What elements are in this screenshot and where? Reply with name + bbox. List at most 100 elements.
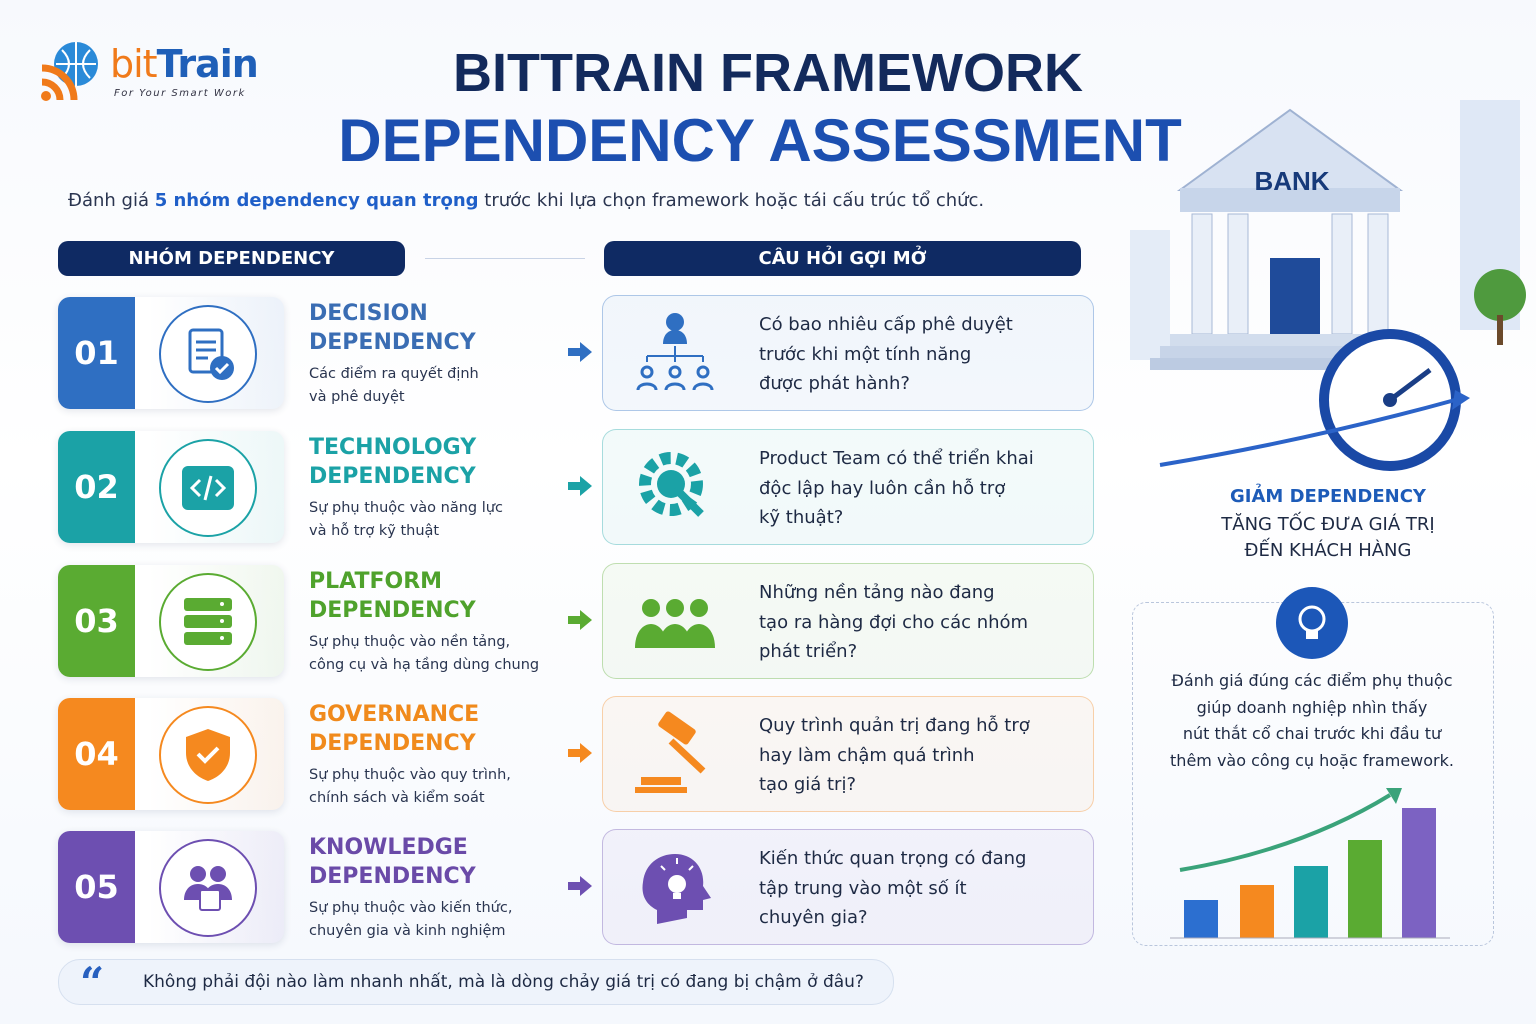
group-title-line: KNOWLEDGE bbox=[309, 835, 468, 860]
group-title-line: DEPENDENCY bbox=[309, 731, 476, 756]
tagline: For Your Smart Work bbox=[114, 88, 246, 99]
group-title: GOVERNANCE DEPENDENCY bbox=[309, 700, 479, 758]
arrow-icon bbox=[568, 876, 592, 896]
group-number: 02 bbox=[58, 431, 135, 543]
description-line: Sự phụ thuộc vào kiến thức, bbox=[309, 900, 513, 916]
intro-text: Đánh giá bbox=[68, 190, 155, 211]
description-line: và hỗ trợ kỹ thuật bbox=[309, 523, 440, 539]
question-text: Product Team có thể triển khai độc lập ha… bbox=[759, 444, 1034, 533]
description-line: công cụ và hạ tầng dùng chung bbox=[309, 657, 540, 673]
arrow bbox=[568, 476, 594, 500]
question-line: hay làm chậm quá trình bbox=[759, 744, 975, 766]
group-title: KNOWLEDGE DEPENDENCY bbox=[309, 833, 476, 891]
brand: bitTrain bbox=[110, 42, 259, 86]
insight-line: Đánh giá đúng các điểm phụ thuộc bbox=[1171, 671, 1453, 690]
icon bbox=[642, 854, 711, 924]
growth-illustration bbox=[1170, 788, 1450, 939]
description-line: chuyên gia và kinh nghiệm bbox=[309, 923, 506, 939]
group-card: 05 bbox=[58, 831, 284, 943]
dependency-row: 03 PLATFORM DEPENDENCY Sự phụ thuộc vào nền… bbox=[58, 563, 1095, 679]
group-number: 03 bbox=[58, 565, 135, 677]
group-title: PLATFORM DEPENDENCY bbox=[309, 567, 476, 625]
question-card: Có bao nhiêu cấp phê duyệt trước khi một … bbox=[602, 295, 1094, 411]
group-card: 04 bbox=[58, 698, 284, 810]
question-icon bbox=[631, 711, 721, 797]
logo-icon bbox=[41, 42, 98, 101]
group-icon bbox=[159, 706, 257, 804]
question-line: Những nền tảng nào đang bbox=[759, 582, 995, 603]
question-card: Product Team có thể triển khai độc lập ha… bbox=[602, 429, 1094, 545]
group-title-line: PLATFORM bbox=[309, 569, 443, 594]
question-line: được phát hành? bbox=[759, 373, 910, 394]
question-text: Những nền tảng nào đang tạo ra hàng đợi c… bbox=[759, 578, 1028, 667]
column-header: CÂU HỎI GỢI MỞ bbox=[604, 241, 1081, 276]
question-card: Quy trình quản trị đang hỗ trợ hay làm ch… bbox=[602, 696, 1094, 812]
title-line-2: DEPENDENCY ASSESSMENT bbox=[338, 107, 1182, 174]
intro: Đánh giá 5 nhóm dependency quan trọng tr… bbox=[68, 190, 984, 211]
question-line: chuyên gia? bbox=[759, 907, 868, 928]
question-card: Những nền tảng nào đang tạo ra hàng đợi c… bbox=[602, 563, 1094, 679]
question-text: Kiến thức quan trọng có đang tập trung và… bbox=[759, 844, 1026, 933]
arrow-icon bbox=[568, 476, 592, 496]
group-description: Sự phụ thuộc vào nền tảng, công cụ và hạ … bbox=[309, 631, 539, 677]
icon bbox=[188, 328, 234, 380]
group-title-line: DEPENDENCY bbox=[309, 464, 476, 489]
group-icon bbox=[159, 839, 257, 937]
question-icon bbox=[631, 444, 721, 530]
intro-highlight: 5 nhóm dependency quan trọng bbox=[154, 190, 479, 211]
icon bbox=[635, 711, 706, 793]
group-title-line: DEPENDENCY bbox=[309, 598, 476, 623]
group-title-line: DECISION bbox=[309, 301, 428, 326]
question-icon bbox=[631, 844, 721, 930]
column-header: NHÓM DEPENDENCY bbox=[58, 241, 405, 276]
quote-text: Không phải đội nào làm nhanh nhất, mà là… bbox=[143, 972, 864, 992]
arrow-icon bbox=[568, 610, 592, 630]
question-card: Kiến thức quan trọng có đang tập trung và… bbox=[602, 829, 1094, 945]
group-card: 02 bbox=[58, 431, 284, 543]
arrow bbox=[568, 876, 594, 900]
group-number: 04 bbox=[58, 698, 135, 810]
group-title-line: DEPENDENCY bbox=[309, 330, 476, 355]
side-headline: GIẢM DEPENDENCY bbox=[1230, 486, 1426, 507]
group-icon bbox=[159, 573, 257, 671]
icon bbox=[635, 599, 715, 648]
question-line: Có bao nhiêu cấp phê duyệt bbox=[759, 314, 1013, 335]
question-line: Quy trình quản trị đang hỗ trợ bbox=[759, 715, 1030, 736]
question-line: phát triển? bbox=[759, 641, 858, 662]
bulb-icon bbox=[1276, 587, 1348, 659]
icon bbox=[186, 729, 230, 781]
description-line: Sự phụ thuộc vào quy trình, bbox=[309, 767, 511, 783]
group-title: TECHNOLOGY DEPENDENCY bbox=[309, 433, 476, 491]
group-title-line: GOVERNANCE bbox=[309, 702, 480, 727]
arrow bbox=[568, 610, 594, 634]
group-description: Các điểm ra quyết định và phê duyệt bbox=[309, 363, 479, 409]
question-line: trước khi một tính năng bbox=[759, 343, 972, 365]
arrow-icon bbox=[568, 743, 592, 763]
group-title-line: TECHNOLOGY bbox=[309, 435, 477, 460]
group-description: Sự phụ thuộc vào năng lực và hỗ trợ kỹ th… bbox=[309, 497, 503, 543]
side-subline: TĂNG TỐC ĐƯA GIÁ TRỊ bbox=[1221, 514, 1435, 535]
arrow bbox=[568, 743, 594, 767]
insight-line: giúp doanh nghiệp nhìn thấy bbox=[1196, 697, 1428, 717]
icon bbox=[184, 598, 232, 645]
group-title: DECISION DEPENDENCY bbox=[309, 299, 476, 357]
divider bbox=[425, 258, 585, 259]
dependency-row: 02 TECHNOLOGY DEPENDENCY Sự phụ thuộc vào n… bbox=[58, 429, 1095, 545]
icon bbox=[184, 866, 232, 911]
question-line: kỹ thuật? bbox=[759, 507, 844, 528]
group-icon bbox=[159, 439, 257, 537]
title-line-1: BITTRAIN FRAMEWORK bbox=[453, 43, 1083, 103]
group-card: 03 bbox=[58, 565, 284, 677]
question-icon bbox=[631, 310, 721, 396]
group-card: 01 bbox=[58, 297, 284, 409]
description-line: Sự phụ thuộc vào năng lực bbox=[309, 500, 503, 516]
question-line: tạo giá trị? bbox=[759, 774, 857, 795]
question-text: Có bao nhiêu cấp phê duyệt trước khi một … bbox=[759, 310, 1013, 399]
brand-prefix: bit bbox=[110, 42, 158, 86]
question-text: Quy trình quản trị đang hỗ trợ hay làm ch… bbox=[759, 711, 1030, 800]
insight-text: Đánh giá đúng các điểm phụ thuộc giúp doa… bbox=[1140, 668, 1484, 774]
side-subline: ĐẾN KHÁCH HÀNG bbox=[1244, 540, 1412, 561]
insight-line: nút thắt cổ chai trước khi đầu tư bbox=[1182, 724, 1442, 743]
